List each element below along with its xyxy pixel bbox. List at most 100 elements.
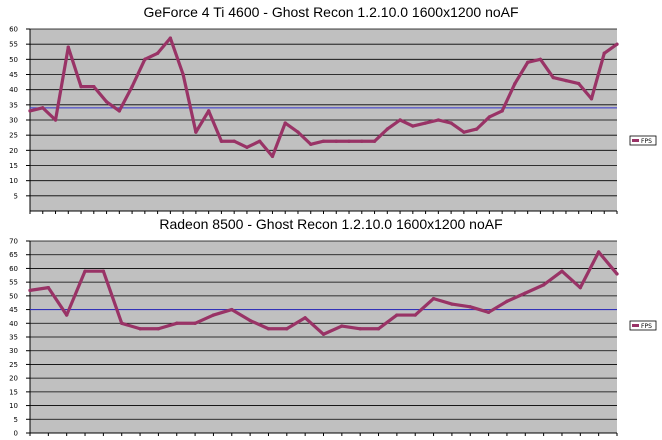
- data-point: [413, 313, 417, 317]
- data-point: [232, 139, 236, 143]
- y-tick-label: 45: [9, 71, 18, 79]
- series-segment: [578, 250, 601, 290]
- data-point: [347, 139, 351, 143]
- data-point: [411, 124, 415, 128]
- chart-1: GeForce 4 Ti 4600 - Ghost Recon 1.2.10.0…: [9, 4, 657, 214]
- data-point: [283, 121, 287, 125]
- data-point: [475, 127, 479, 131]
- y-tick-label: 25: [9, 132, 18, 140]
- series-segment: [120, 321, 142, 331]
- series-segment: [487, 109, 504, 119]
- y-tick-label: 25: [9, 361, 18, 369]
- data-point: [245, 145, 249, 149]
- data-point: [450, 302, 454, 306]
- series-segment: [436, 118, 453, 125]
- series-segment: [505, 291, 527, 303]
- series-segment: [411, 121, 428, 128]
- series-segment: [156, 36, 172, 55]
- series-segment: [248, 318, 271, 331]
- data-point: [423, 121, 428, 125]
- series-segment: [449, 121, 466, 134]
- data-point: [321, 332, 326, 336]
- series-segment: [101, 269, 124, 325]
- data-point: [523, 291, 527, 295]
- y-tick-label: 5: [14, 192, 18, 200]
- series-segment: [500, 81, 517, 113]
- legend-label: FPS: [641, 323, 652, 330]
- series-segment: [143, 51, 160, 61]
- y-tick-label: 50: [9, 292, 18, 300]
- series-segment: [564, 78, 581, 86]
- data-point: [117, 109, 121, 113]
- series-segment: [130, 57, 147, 89]
- data-point: [120, 321, 124, 325]
- data-point: [615, 272, 619, 276]
- y-tick-label: 10: [9, 402, 18, 410]
- y-tick-label: 20: [9, 375, 18, 383]
- series-segment: [53, 45, 70, 122]
- series-segment: [413, 297, 436, 317]
- data-point: [28, 109, 32, 113]
- data-point: [211, 313, 216, 317]
- data-point: [175, 321, 179, 325]
- series-segment: [194, 109, 211, 134]
- data-point: [615, 42, 619, 46]
- series-segment: [340, 324, 362, 331]
- y-tick-label: 10: [9, 177, 18, 185]
- series-segment: [104, 100, 121, 113]
- series-segment: [168, 36, 185, 77]
- data-point: [156, 327, 161, 331]
- data-point: [468, 305, 472, 309]
- data-point: [513, 82, 517, 86]
- series-segment: [181, 72, 198, 134]
- data-point: [449, 121, 453, 125]
- data-point: [296, 130, 300, 134]
- series-segment: [542, 269, 564, 287]
- data-point: [526, 60, 530, 64]
- legend-box: [629, 320, 657, 331]
- y-tick-label: 5: [14, 416, 18, 424]
- data-point: [602, 51, 606, 55]
- series-segment: [66, 45, 83, 89]
- data-point: [398, 118, 402, 122]
- y-tick-label: 55: [9, 279, 18, 287]
- data-point: [462, 130, 466, 134]
- data-point: [46, 286, 50, 290]
- y-tick-label: 60: [9, 265, 18, 273]
- y-tick-label: 70: [9, 238, 18, 246]
- data-point: [385, 127, 389, 131]
- data-point: [138, 327, 142, 331]
- series-segment: [245, 139, 262, 149]
- series-segment: [270, 121, 287, 158]
- series-segment: [309, 139, 326, 146]
- data-point: [577, 82, 581, 86]
- series-segment: [602, 42, 619, 55]
- y-tick-label: 35: [9, 101, 18, 109]
- data-point: [560, 269, 564, 273]
- data-point: [92, 85, 96, 89]
- data-point: [340, 324, 344, 328]
- data-point: [431, 297, 436, 301]
- data-point: [66, 45, 70, 49]
- data-point: [104, 100, 109, 104]
- data-point: [597, 250, 601, 254]
- data-point: [589, 97, 594, 101]
- data-point: [53, 118, 58, 122]
- data-point: [83, 269, 87, 273]
- series-segment: [92, 85, 109, 104]
- series-segment: [450, 302, 472, 309]
- data-point: [542, 283, 546, 287]
- data-point: [168, 36, 172, 40]
- data-point: [285, 327, 289, 331]
- data-point: [372, 139, 377, 143]
- series-segment: [538, 57, 555, 80]
- y-tick-label: 40: [9, 86, 18, 94]
- y-tick-label: 45: [9, 306, 18, 314]
- data-point: [156, 51, 160, 55]
- series-segment: [577, 81, 594, 101]
- y-tick-label: 65: [9, 251, 18, 259]
- y-tick-label: 35: [9, 334, 18, 342]
- series-segment: [376, 313, 399, 331]
- series-segment: [551, 75, 568, 83]
